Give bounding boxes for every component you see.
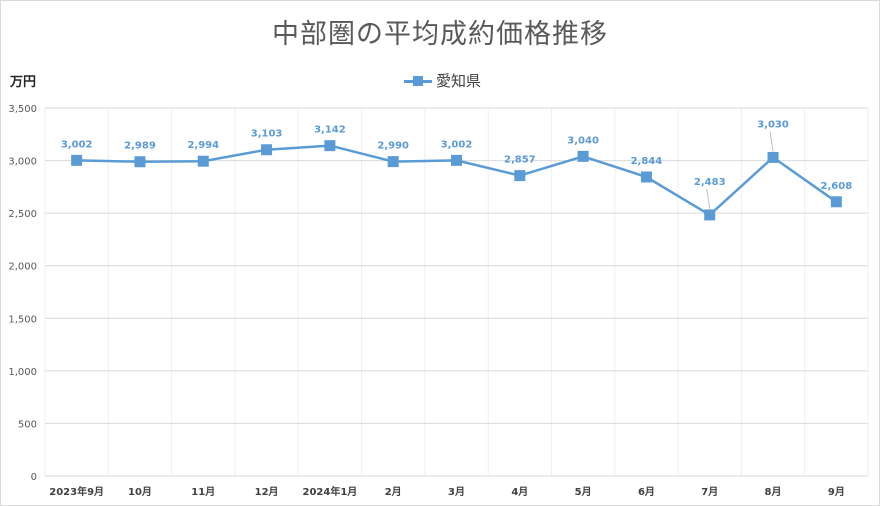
x-tick-label: 10月 xyxy=(128,486,152,498)
data-label: 3,040 xyxy=(567,135,599,146)
legend-label: 愛知県 xyxy=(436,72,482,90)
data-label: 2,844 xyxy=(631,156,663,167)
data-label-leader xyxy=(706,188,711,210)
data-point-marker xyxy=(134,156,146,168)
y-tick-label: 2,000 xyxy=(8,262,37,273)
x-tick-label: 3月 xyxy=(448,486,465,498)
x-tick-label: 2月 xyxy=(385,486,402,498)
x-tick-label: 8月 xyxy=(765,486,782,498)
data-label: 3,142 xyxy=(314,125,346,136)
x-tick-label: 2023年9月 xyxy=(49,485,104,498)
data-point-marker xyxy=(577,150,589,162)
data-label: 3,002 xyxy=(61,139,93,150)
data-point-marker xyxy=(640,171,652,183)
data-point-marker xyxy=(767,151,779,163)
data-point-marker xyxy=(324,140,336,152)
data-point-marker xyxy=(71,154,83,166)
data-label: 2,608 xyxy=(821,181,853,192)
y-tick-label: 500 xyxy=(18,419,37,430)
legend-marker-icon xyxy=(404,75,432,87)
data-label: 3,030 xyxy=(757,119,789,130)
data-label: 2,994 xyxy=(187,140,219,151)
x-tick-label: 4月 xyxy=(511,486,528,498)
data-label: 2,989 xyxy=(124,141,156,152)
data-point-marker xyxy=(387,156,399,168)
x-tick-label: 6月 xyxy=(638,486,655,498)
data-point-marker xyxy=(704,209,716,221)
y-tick-label: 1,000 xyxy=(8,367,37,378)
data-label: 2,483 xyxy=(694,177,726,188)
x-tick-label: 12月 xyxy=(255,486,279,498)
data-point-marker xyxy=(197,155,209,167)
y-tick-label: 0 xyxy=(31,472,37,483)
x-tick-label: 7月 xyxy=(701,486,718,498)
legend: 愛知県 xyxy=(404,70,481,91)
data-label: 2,857 xyxy=(504,155,536,166)
data-label-leader xyxy=(769,131,774,152)
x-tick-label: 2024年1月 xyxy=(302,485,357,498)
data-point-marker xyxy=(451,154,462,166)
y-axis-unit-label: 万円 xyxy=(10,75,37,90)
x-tick-label: 5月 xyxy=(575,486,592,498)
y-tick-label: 1,500 xyxy=(8,314,37,325)
x-tick-label: 11月 xyxy=(191,486,215,498)
y-tick-label: 3,500 xyxy=(8,104,37,115)
y-tick-label: 3,000 xyxy=(8,157,37,168)
data-point-marker xyxy=(514,170,526,182)
y-tick-label: 2,500 xyxy=(8,209,37,220)
data-label: 2,990 xyxy=(377,141,409,152)
data-label: 3,002 xyxy=(441,139,473,150)
data-point-marker xyxy=(261,144,273,156)
x-tick-label: 9月 xyxy=(828,486,845,498)
data-point-marker xyxy=(830,196,842,208)
chart-title: 中部圏の平均成約価格推移 xyxy=(272,19,608,50)
data-label: 3,103 xyxy=(251,129,283,140)
